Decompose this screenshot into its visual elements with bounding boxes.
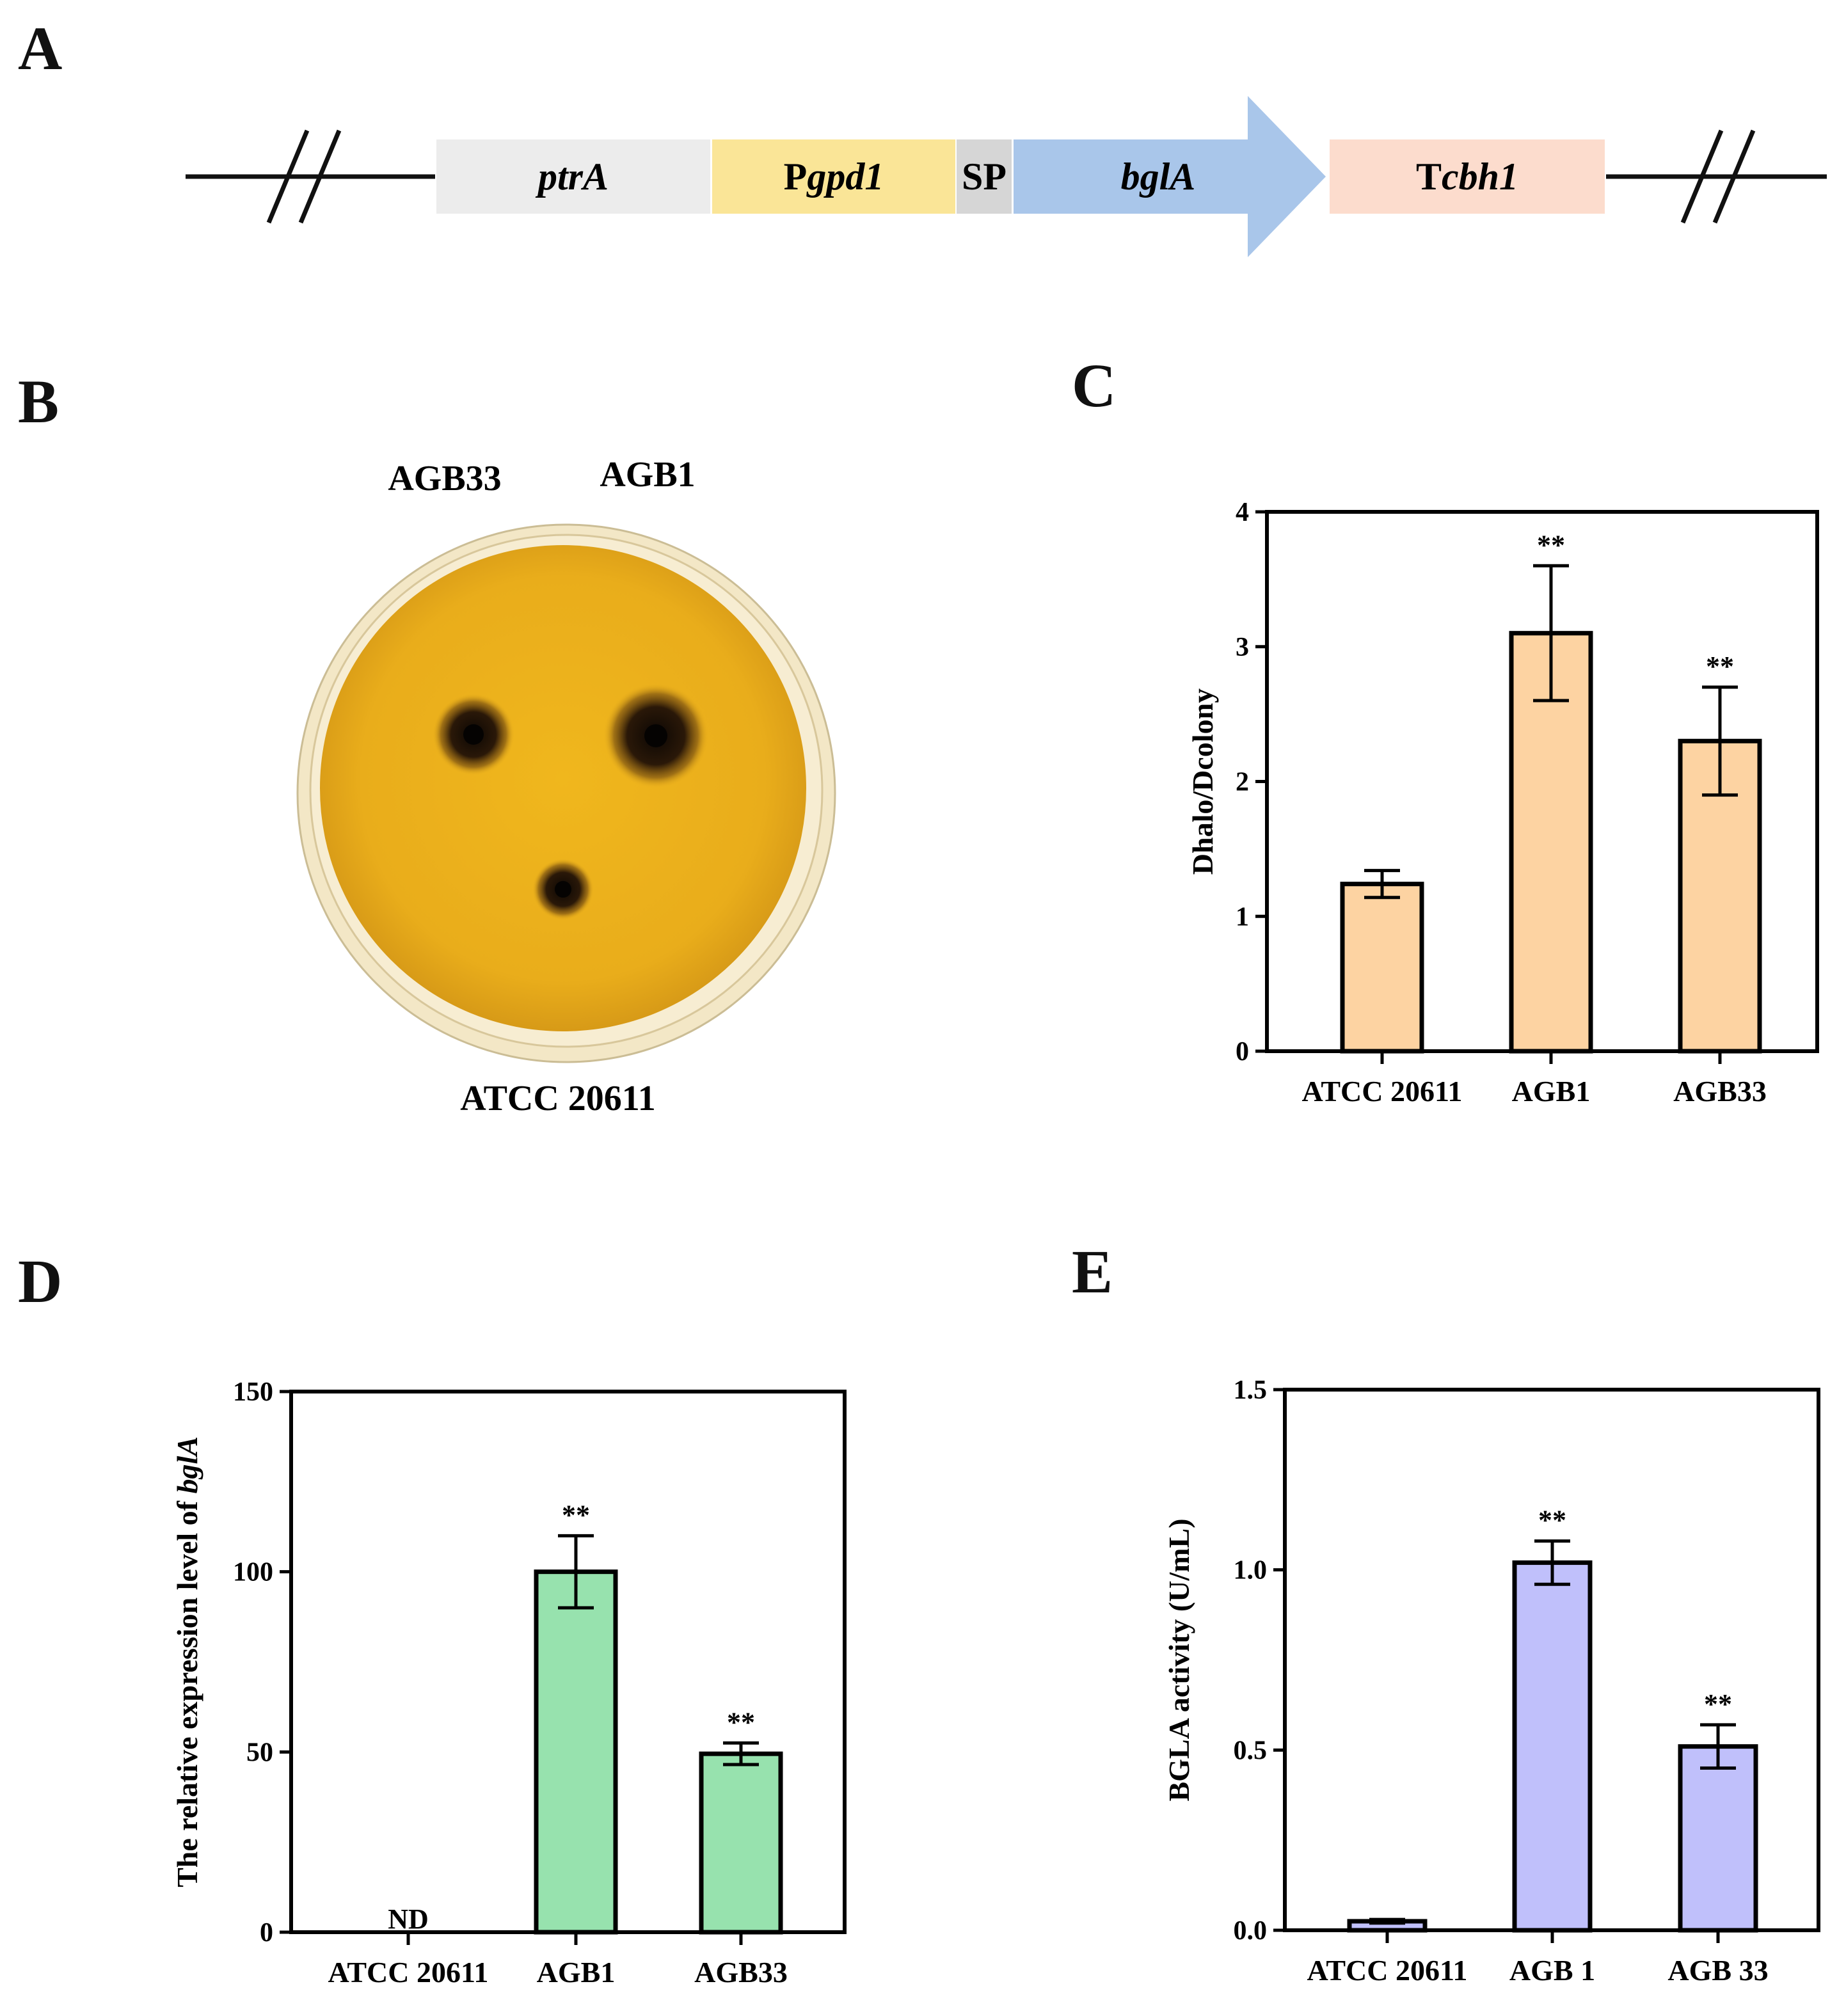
bar-agb33 xyxy=(699,1751,783,1935)
y-axis-label: The relative expression level of bglA xyxy=(171,1436,203,1887)
y-tick-label: 0.5 xyxy=(1234,1736,1268,1765)
segment-pgpd1 xyxy=(712,139,955,214)
note-atcc-20611: ND xyxy=(388,1903,429,1935)
x-tick-label-atcc-20611: ATCC 20611 xyxy=(1307,1954,1468,1987)
chart-c: 0 1 2 3 4 Dhalo/Dcolony ATCC 20611 ** AGB1 ** AGB3… xyxy=(1186,498,1819,1107)
panel-label-a: A xyxy=(18,14,63,83)
y-tick-label: 2 xyxy=(1236,768,1249,797)
significance-agb-33: ** xyxy=(1704,1688,1732,1720)
significance-agb33: ** xyxy=(1706,651,1734,682)
segment-label-tcbh1: Tcbh1 xyxy=(1416,155,1518,198)
x-tick-label-agb1: AGB1 xyxy=(1512,1075,1591,1107)
break-mark xyxy=(1712,129,1756,224)
significance-agb33: ** xyxy=(727,1706,755,1738)
panel-label-b: B xyxy=(18,367,60,436)
chart-d: 0 50 100 150 The relative expression level o… xyxy=(171,1377,847,1988)
colony-agb1 xyxy=(644,724,667,747)
x-tick-label-agb-1: AGB 1 xyxy=(1509,1954,1595,1987)
break-mark xyxy=(298,129,342,224)
y-tick-label: 100 xyxy=(233,1558,273,1587)
plate-label-agb33: AGB33 xyxy=(388,459,501,498)
break-mark xyxy=(266,129,310,224)
significance-agb-1: ** xyxy=(1538,1505,1566,1536)
segment-label-ptra: ptrA xyxy=(535,155,609,198)
y-tick-label: 0.0 xyxy=(1234,1916,1268,1946)
segment-label-pgpd1: Pgpd1 xyxy=(784,155,884,198)
segment-label-bgla: bglA xyxy=(1121,155,1196,198)
gene-construct: ptrA Pgpd1 SP bglA Tcbh1 xyxy=(186,96,1827,257)
colony-agb33 xyxy=(463,724,484,745)
segment-label-sp: SP xyxy=(962,155,1007,198)
agar-plate xyxy=(296,523,836,1063)
y-tick-label: 0 xyxy=(1236,1037,1249,1067)
bar-agb1 xyxy=(534,1569,618,1935)
bar-atcc-20611 xyxy=(1340,882,1424,1054)
chart-e: 0.0 0.5 1.0 1.5 BGLA activity (U/mL) ATCC 206… xyxy=(1163,1376,1820,1987)
bar-agb-1 xyxy=(1512,1560,1593,1933)
y-axis-label: Dhalo/Dcolony xyxy=(1186,688,1219,875)
y-tick-label: 1.5 xyxy=(1234,1376,1268,1405)
x-tick-label-agb33: AGB33 xyxy=(1673,1075,1767,1107)
plate-label-agb1: AGB1 xyxy=(600,455,695,495)
bar-agb-33 xyxy=(1678,1744,1758,1933)
plate-label-atcc: ATCC 20611 xyxy=(460,1079,655,1118)
x-tick-label-atcc-20611: ATCC 20611 xyxy=(1302,1075,1463,1107)
significance-agb1: ** xyxy=(562,1499,590,1530)
x-tick-label-atcc-20611: ATCC 20611 xyxy=(328,1956,489,1988)
y-tick-label: 3 xyxy=(1236,633,1249,662)
break-mark xyxy=(1680,129,1724,224)
x-tick-label-agb1: AGB1 xyxy=(537,1956,616,1988)
panel-label-e: E xyxy=(1072,1237,1113,1306)
y-tick-label: 4 xyxy=(1236,498,1249,527)
x-tick-label-agb33: AGB33 xyxy=(694,1956,788,1988)
y-tick-label: 1 xyxy=(1236,902,1249,932)
segment-tcbh1 xyxy=(1330,139,1605,214)
agar-surface xyxy=(320,545,806,1031)
segment-ptra xyxy=(436,139,710,214)
x-tick-label-agb-33: AGB 33 xyxy=(1667,1954,1768,1987)
y-tick-label: 150 xyxy=(233,1377,273,1407)
y-tick-label: 50 xyxy=(246,1738,273,1767)
panel-label-d: D xyxy=(18,1247,63,1315)
y-axis-label: BGLA activity (U/mL) xyxy=(1163,1518,1195,1801)
colony-atcc xyxy=(555,881,571,898)
significance-agb1: ** xyxy=(1537,529,1565,560)
panel-label-c: C xyxy=(1072,351,1117,420)
y-tick-label: 1.0 xyxy=(1234,1556,1268,1585)
segment-bgla-arrow xyxy=(1014,96,1326,257)
y-tick-label: 0 xyxy=(260,1918,273,1948)
segment-sp xyxy=(957,139,1012,214)
